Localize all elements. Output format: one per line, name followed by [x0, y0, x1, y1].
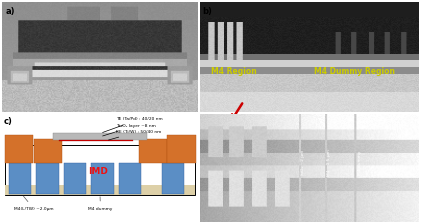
Text: M4(L/TW) ~2.0μm: M4(L/TW) ~2.0μm: [14, 196, 53, 211]
Bar: [139, 139, 167, 163]
Text: SiO₂ ~2 μm: SiO₂ ~2 μm: [301, 150, 305, 175]
Bar: [9, 163, 32, 194]
Bar: [162, 163, 184, 194]
Bar: [53, 134, 147, 140]
Text: M4 dummy: M4 dummy: [88, 197, 112, 211]
Text: TE (Ta/Pd) : 40/20 nm: TE (Ta/Pd) : 40/20 nm: [103, 117, 162, 132]
Bar: [64, 163, 86, 194]
Text: c): c): [4, 117, 13, 127]
Text: BE (Ti/W) : 50/40 nm: BE (Ti/W) : 50/40 nm: [109, 130, 161, 140]
Text: M4 ~0.5 μm: M4 ~0.5 μm: [327, 149, 331, 176]
Bar: [91, 163, 114, 194]
Bar: [119, 163, 141, 194]
Text: Ta₂O₅ layer ~8 nm: Ta₂O₅ layer ~8 nm: [103, 124, 155, 136]
Bar: [5, 145, 195, 195]
Text: a): a): [6, 7, 16, 16]
Bar: [5, 185, 195, 195]
Text: M4 dummy: M4 dummy: [357, 151, 362, 175]
Text: b): b): [202, 7, 212, 16]
Text: IMD: IMD: [88, 167, 108, 176]
Bar: [34, 139, 61, 163]
Bar: [59, 140, 133, 142]
Bar: [167, 135, 196, 163]
Bar: [36, 163, 59, 194]
Bar: [5, 135, 33, 163]
Text: M4 Dummy Region: M4 Dummy Region: [314, 67, 395, 75]
Text: M4 Region: M4 Region: [211, 67, 257, 75]
